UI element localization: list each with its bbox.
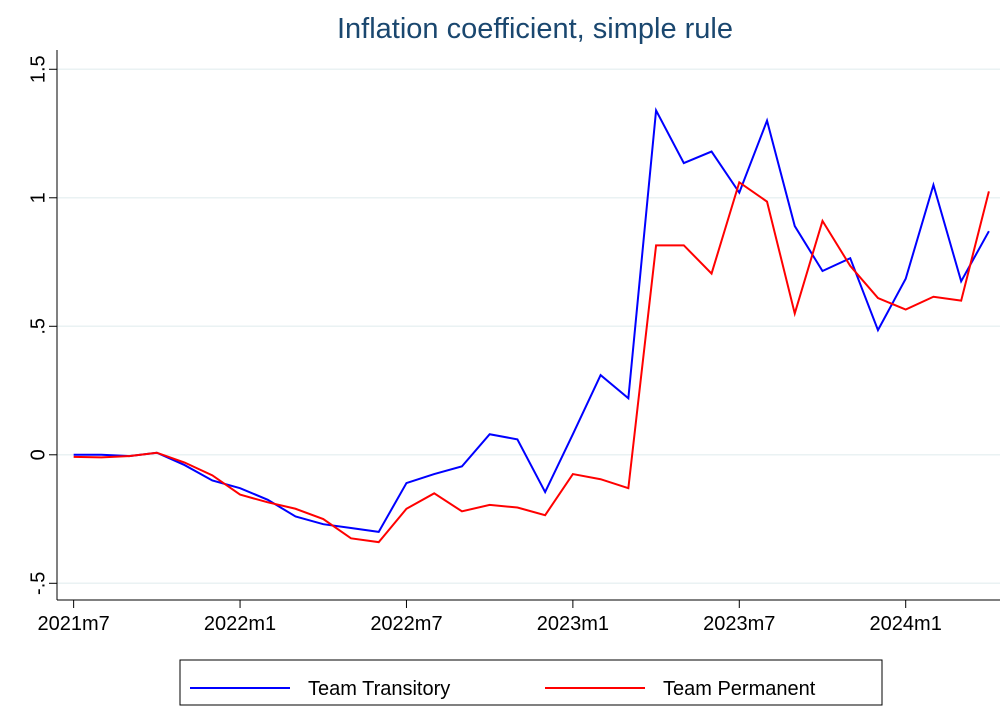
chart-title: Inflation coefficient, simple rule <box>337 13 733 45</box>
x-tick-label: 2023m7 <box>703 613 775 635</box>
legend-box <box>179 659 883 706</box>
legend-label: Team Permanent <box>663 678 816 700</box>
x-tick-label: 2022m1 <box>204 613 276 635</box>
y-tick-label: 0 <box>27 449 49 460</box>
legend-label: Team Transitory <box>308 678 450 700</box>
y-tick-label: 1 <box>27 192 49 203</box>
x-tick-label: 2023m1 <box>537 613 609 635</box>
x-tick-label: 2021m7 <box>38 613 110 635</box>
series-line <box>73 180 990 544</box>
y-tick-label: .5 <box>27 318 49 335</box>
y-tick-label: -.5 <box>27 572 49 595</box>
y-tick-label: 1.5 <box>27 55 49 83</box>
x-tick-label: 2022m7 <box>370 613 442 635</box>
x-tick-label: 2024m1 <box>870 613 942 635</box>
